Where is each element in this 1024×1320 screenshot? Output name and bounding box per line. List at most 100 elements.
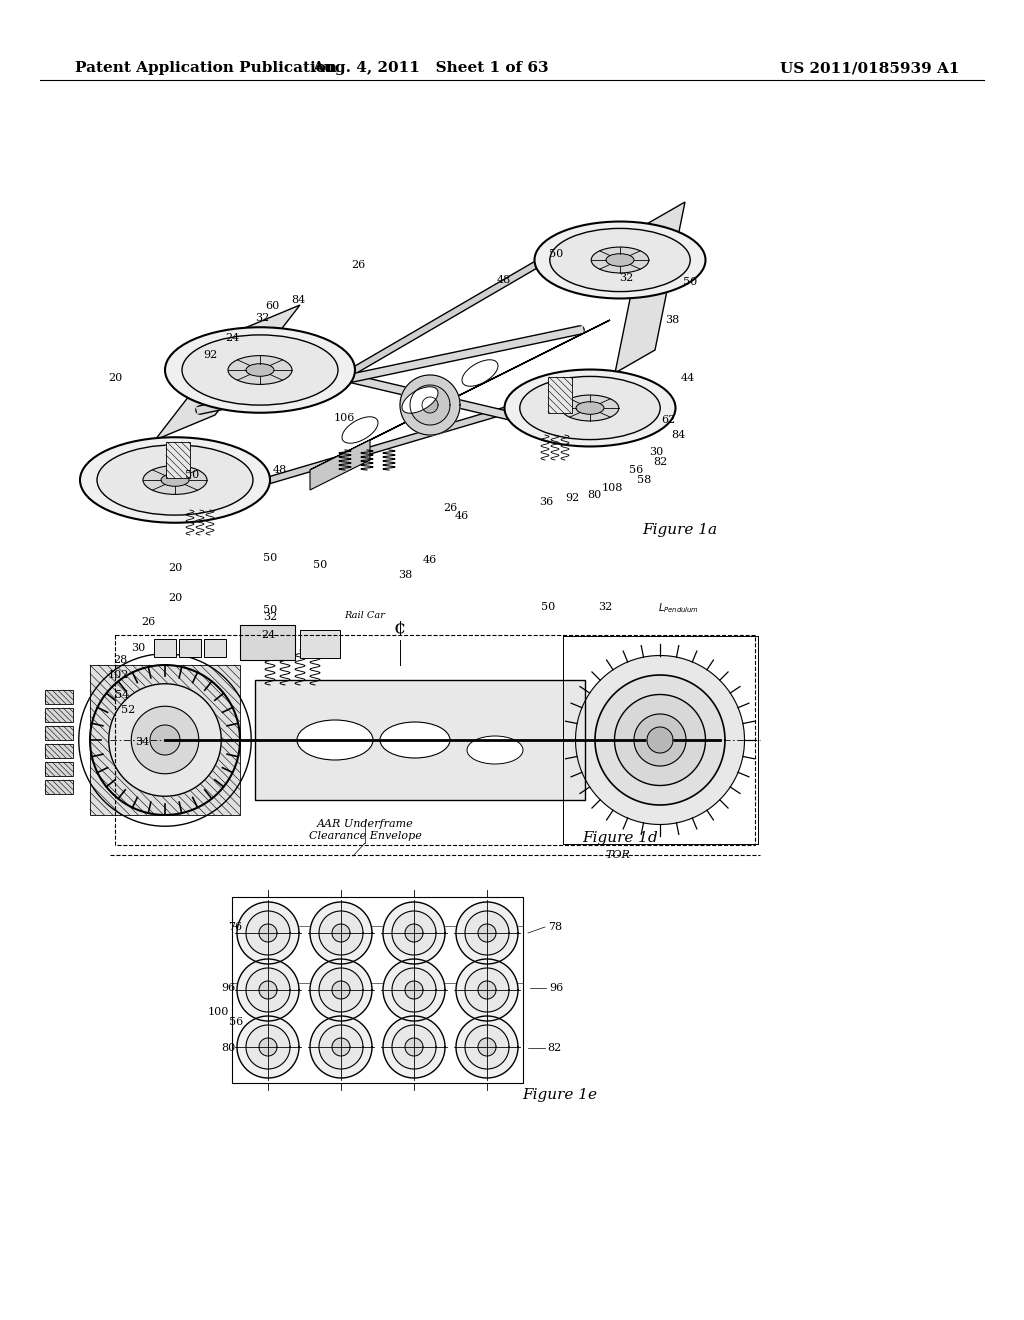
Text: Patent Application Publication: Patent Application Publication (75, 61, 337, 75)
Ellipse shape (246, 364, 274, 376)
Ellipse shape (182, 335, 338, 405)
Polygon shape (465, 968, 509, 1012)
Text: 50: 50 (313, 560, 327, 570)
Polygon shape (406, 1038, 423, 1056)
Text: Figure 1e: Figure 1e (522, 1088, 597, 1102)
Bar (154, 639, 176, 657)
Bar (204, 639, 225, 657)
Text: 26: 26 (141, 616, 155, 627)
Polygon shape (478, 924, 496, 942)
Ellipse shape (402, 387, 438, 413)
Text: 78: 78 (548, 921, 562, 932)
Polygon shape (478, 981, 496, 999)
Text: 52: 52 (121, 705, 135, 715)
Text: 24: 24 (225, 333, 240, 343)
Polygon shape (109, 684, 221, 796)
Polygon shape (422, 397, 438, 413)
Text: 50: 50 (549, 249, 563, 259)
Polygon shape (310, 960, 372, 1020)
Polygon shape (634, 714, 686, 766)
Polygon shape (310, 440, 370, 490)
Ellipse shape (161, 474, 189, 486)
Ellipse shape (143, 466, 207, 495)
Text: 38: 38 (665, 315, 679, 325)
Text: 92: 92 (565, 492, 580, 503)
Text: $L_{Pendulum}$: $L_{Pendulum}$ (658, 601, 699, 615)
Polygon shape (614, 694, 706, 785)
Polygon shape (383, 902, 445, 964)
Text: 82: 82 (547, 1043, 561, 1053)
Polygon shape (595, 675, 725, 805)
Text: 84: 84 (291, 294, 305, 305)
Text: 82: 82 (653, 457, 667, 467)
Text: AAR Underframe
Clearance Envelope: AAR Underframe Clearance Envelope (308, 820, 422, 841)
Polygon shape (131, 706, 199, 774)
Polygon shape (615, 202, 685, 374)
Bar (548, 378, 572, 413)
Text: 50: 50 (185, 470, 199, 480)
Ellipse shape (550, 228, 690, 292)
Ellipse shape (561, 395, 618, 421)
Polygon shape (332, 924, 350, 942)
Text: 96: 96 (549, 983, 563, 993)
Polygon shape (456, 1016, 518, 1078)
Bar (300, 630, 340, 657)
Ellipse shape (462, 360, 498, 387)
Ellipse shape (380, 722, 450, 758)
Polygon shape (332, 1038, 350, 1056)
Polygon shape (465, 1026, 509, 1069)
Polygon shape (237, 960, 299, 1020)
Polygon shape (310, 902, 372, 964)
Text: 96: 96 (221, 983, 236, 993)
Text: 46: 46 (423, 554, 437, 565)
Text: Rail Car: Rail Car (344, 610, 385, 619)
Ellipse shape (97, 445, 253, 515)
Text: 20: 20 (168, 564, 182, 573)
Text: 76: 76 (228, 921, 242, 932)
Bar (45, 762, 73, 776)
Text: 108: 108 (601, 483, 623, 492)
Text: 102: 102 (108, 671, 129, 680)
Text: 54: 54 (115, 690, 129, 700)
Text: 92: 92 (203, 350, 217, 360)
Text: 26: 26 (351, 260, 366, 271)
Bar (45, 708, 73, 722)
Text: 106: 106 (334, 413, 354, 422)
Polygon shape (246, 911, 290, 954)
Text: 80: 80 (221, 1043, 236, 1053)
Polygon shape (259, 924, 278, 942)
Polygon shape (465, 911, 509, 954)
Text: 50: 50 (683, 277, 697, 286)
Polygon shape (392, 911, 436, 954)
Text: US 2011/0185939 A1: US 2011/0185939 A1 (780, 61, 961, 75)
Polygon shape (319, 1026, 362, 1069)
Bar (90, 665, 240, 814)
Ellipse shape (606, 253, 634, 267)
Text: 24: 24 (261, 630, 275, 640)
Text: 62: 62 (660, 414, 675, 425)
Text: 32: 32 (618, 273, 633, 282)
Bar (166, 442, 190, 478)
Polygon shape (383, 960, 445, 1020)
Bar (45, 726, 73, 741)
Polygon shape (150, 725, 180, 755)
Polygon shape (237, 1016, 299, 1078)
Text: 100: 100 (207, 1007, 228, 1016)
Ellipse shape (165, 327, 355, 413)
Text: 46: 46 (455, 511, 469, 521)
Ellipse shape (535, 222, 706, 298)
Ellipse shape (297, 719, 373, 760)
Text: 36: 36 (539, 498, 553, 507)
Text: 50: 50 (263, 605, 278, 615)
Ellipse shape (520, 376, 660, 440)
Polygon shape (259, 981, 278, 999)
Polygon shape (456, 960, 518, 1020)
Text: 48: 48 (497, 275, 511, 285)
Ellipse shape (342, 417, 378, 444)
Polygon shape (406, 981, 423, 999)
Polygon shape (332, 981, 350, 999)
Bar (240, 624, 295, 660)
Polygon shape (246, 1026, 290, 1069)
Bar (45, 690, 73, 704)
Bar (115, 635, 755, 845)
